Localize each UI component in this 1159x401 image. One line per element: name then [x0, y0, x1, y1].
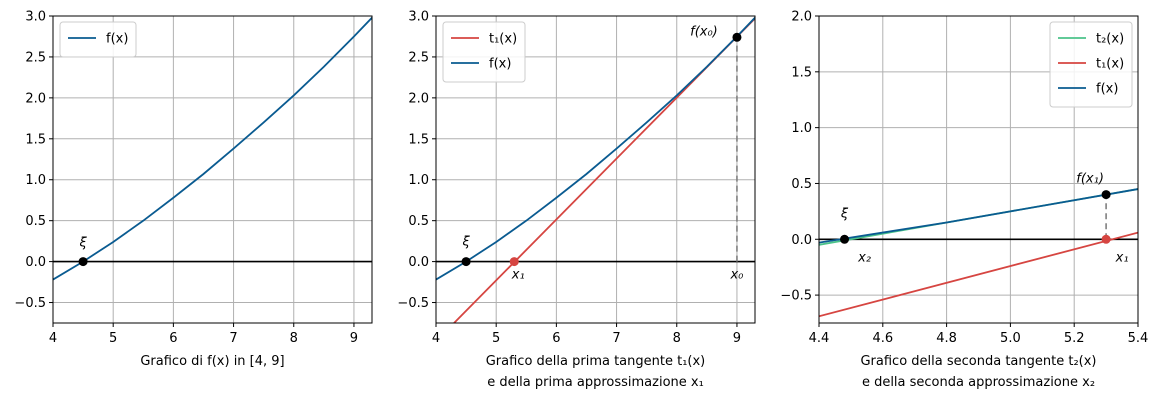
y-tick-label: −0.5: [780, 289, 812, 304]
point-label: x₁: [1115, 250, 1129, 265]
data-point: [840, 234, 850, 244]
axes-frame: [435, 15, 756, 324]
y-tick-label: 2.5: [25, 50, 46, 65]
legend-label: t₂(x): [1096, 32, 1124, 47]
data-point: [509, 257, 519, 267]
y-tick-label: 0.5: [408, 214, 429, 229]
grid: [52, 15, 372, 323]
ticks: 4 5 6 7 8 9 −0.5 0.0 0.5 1.0 1.5 2.0 2.5 3.0: [397, 10, 741, 347]
y-tick-label: 2.0: [791, 10, 812, 25]
data-point: [461, 257, 471, 267]
y-tick-label: 0.0: [25, 255, 46, 270]
panel-caption: Grafico della seconda tangente t₂(x): [860, 354, 1096, 369]
data-point: [732, 32, 742, 42]
chart-panel-1: ξ 4 5 6 7 8 9 −0.5 0.0 0.5 1.0 1.5 2.0 2.5 3.0 Grafico …: [14, 10, 373, 369]
legend-label: f(x): [489, 57, 511, 72]
x-tick-label: 5.2: [1064, 331, 1085, 346]
y-tick-label: 1.0: [408, 173, 429, 188]
x-tick-label: 4.6: [872, 331, 893, 346]
chart-panel-3: ξ x₂ x₁ f(x₁) 4.4 4.6 4.8 5.0 5.2 5.4 −0.5 0.0 0.5 1.…: [780, 10, 1148, 391]
y-tick-label: 3.0: [408, 10, 429, 25]
point-label: x₂: [857, 250, 871, 265]
axes-frame: [52, 15, 373, 324]
legend: f(x): [59, 21, 137, 58]
series-line-2: [819, 231, 1138, 318]
x-tick-label: 9: [733, 331, 741, 346]
x-tick-label: 9: [350, 331, 358, 346]
ticks: 4.4 4.6 4.8 5.0 5.2 5.4 −0.5 0.0 0.5 1.0 1.5 2.0: [780, 10, 1148, 347]
legend-label: f(x): [106, 32, 128, 47]
legend-label: t₁(x): [489, 32, 517, 47]
x-tick-label: 6: [552, 331, 560, 346]
point-label: x₁: [511, 268, 525, 283]
panel-caption: e della seconda approssimazione x₂: [862, 375, 1095, 390]
y-tick-label: 2.5: [408, 50, 429, 65]
ticks: 4 5 6 7 8 9 −0.5 0.0 0.5 1.0 1.5 2.0 2.5 3.0: [14, 10, 358, 347]
panel-caption: e della prima approssimazione x₁: [487, 375, 704, 390]
x-tick-label: 4: [432, 331, 440, 346]
legend-box: [59, 21, 137, 58]
y-tick-label: 1.5: [791, 65, 812, 80]
series-group: [436, 17, 755, 323]
legend-box: [442, 21, 526, 83]
point-label: ξ: [78, 236, 87, 251]
y-tick-label: −0.5: [14, 296, 46, 311]
legend-label: f(x): [1096, 82, 1118, 97]
point-label: f(x₁): [1076, 172, 1104, 187]
y-tick-label: 0.5: [791, 177, 812, 192]
y-tick-label: −0.5: [397, 296, 429, 311]
point-label: ξ: [840, 206, 849, 221]
series-line-1: [53, 17, 372, 281]
x-tick-label: 7: [229, 331, 237, 346]
y-tick-label: 2.0: [408, 91, 429, 106]
axes-frame: [818, 15, 1139, 324]
x-tick-label: 4.4: [809, 331, 830, 346]
y-tick-label: 1.0: [25, 173, 46, 188]
y-tick-label: 1.5: [408, 132, 429, 147]
x-tick-label: 4.8: [936, 331, 957, 346]
x-tick-label: 8: [290, 331, 298, 346]
y-tick-label: 0.0: [408, 255, 429, 270]
x-tick-label: 5.0: [1000, 331, 1021, 346]
series-group: [53, 17, 372, 281]
x-tick-label: 7: [612, 331, 620, 346]
y-tick-label: 0.0: [791, 233, 812, 248]
legend: t₁(x) f(x): [442, 21, 526, 83]
y-tick-label: 3.0: [25, 10, 46, 25]
x-tick-label: 6: [169, 331, 177, 346]
legend-box: [1049, 21, 1133, 108]
data-point: [1101, 234, 1111, 244]
x-tick-label: 5: [492, 331, 500, 346]
y-tick-label: 0.5: [25, 214, 46, 229]
y-tick-label: 2.0: [25, 91, 46, 106]
data-point: [1101, 190, 1111, 200]
chart-panel-2: ξ x₁ f(x₀) x₀ 4 5 6 7 8 9 −0.5 0.0 0.5 1.0 1.5 2.0 2.5 3.…: [397, 10, 756, 390]
panel-caption: Grafico della prima tangente t₁(x): [486, 354, 706, 369]
vline-label: x₀: [729, 268, 744, 283]
legend-label: t₁(x): [1096, 57, 1124, 72]
data-point: [78, 257, 88, 267]
series-line-2: [436, 17, 755, 281]
y-tick-label: 1.0: [791, 121, 812, 136]
point-label: ξ: [461, 235, 470, 250]
x-tick-label: 8: [673, 331, 681, 346]
y-tick-label: 1.5: [25, 132, 46, 147]
x-tick-label: 5.4: [1128, 331, 1149, 346]
point-label: f(x₀): [690, 24, 718, 39]
series-group: [819, 188, 1138, 318]
x-tick-label: 5: [109, 331, 117, 346]
panel-caption: Grafico di f(x) in [4, 9]: [140, 354, 284, 369]
x-tick-label: 4: [49, 331, 57, 346]
legend: t₂(x) t₁(x) f(x): [1049, 21, 1133, 108]
series-line-3: [819, 188, 1138, 244]
